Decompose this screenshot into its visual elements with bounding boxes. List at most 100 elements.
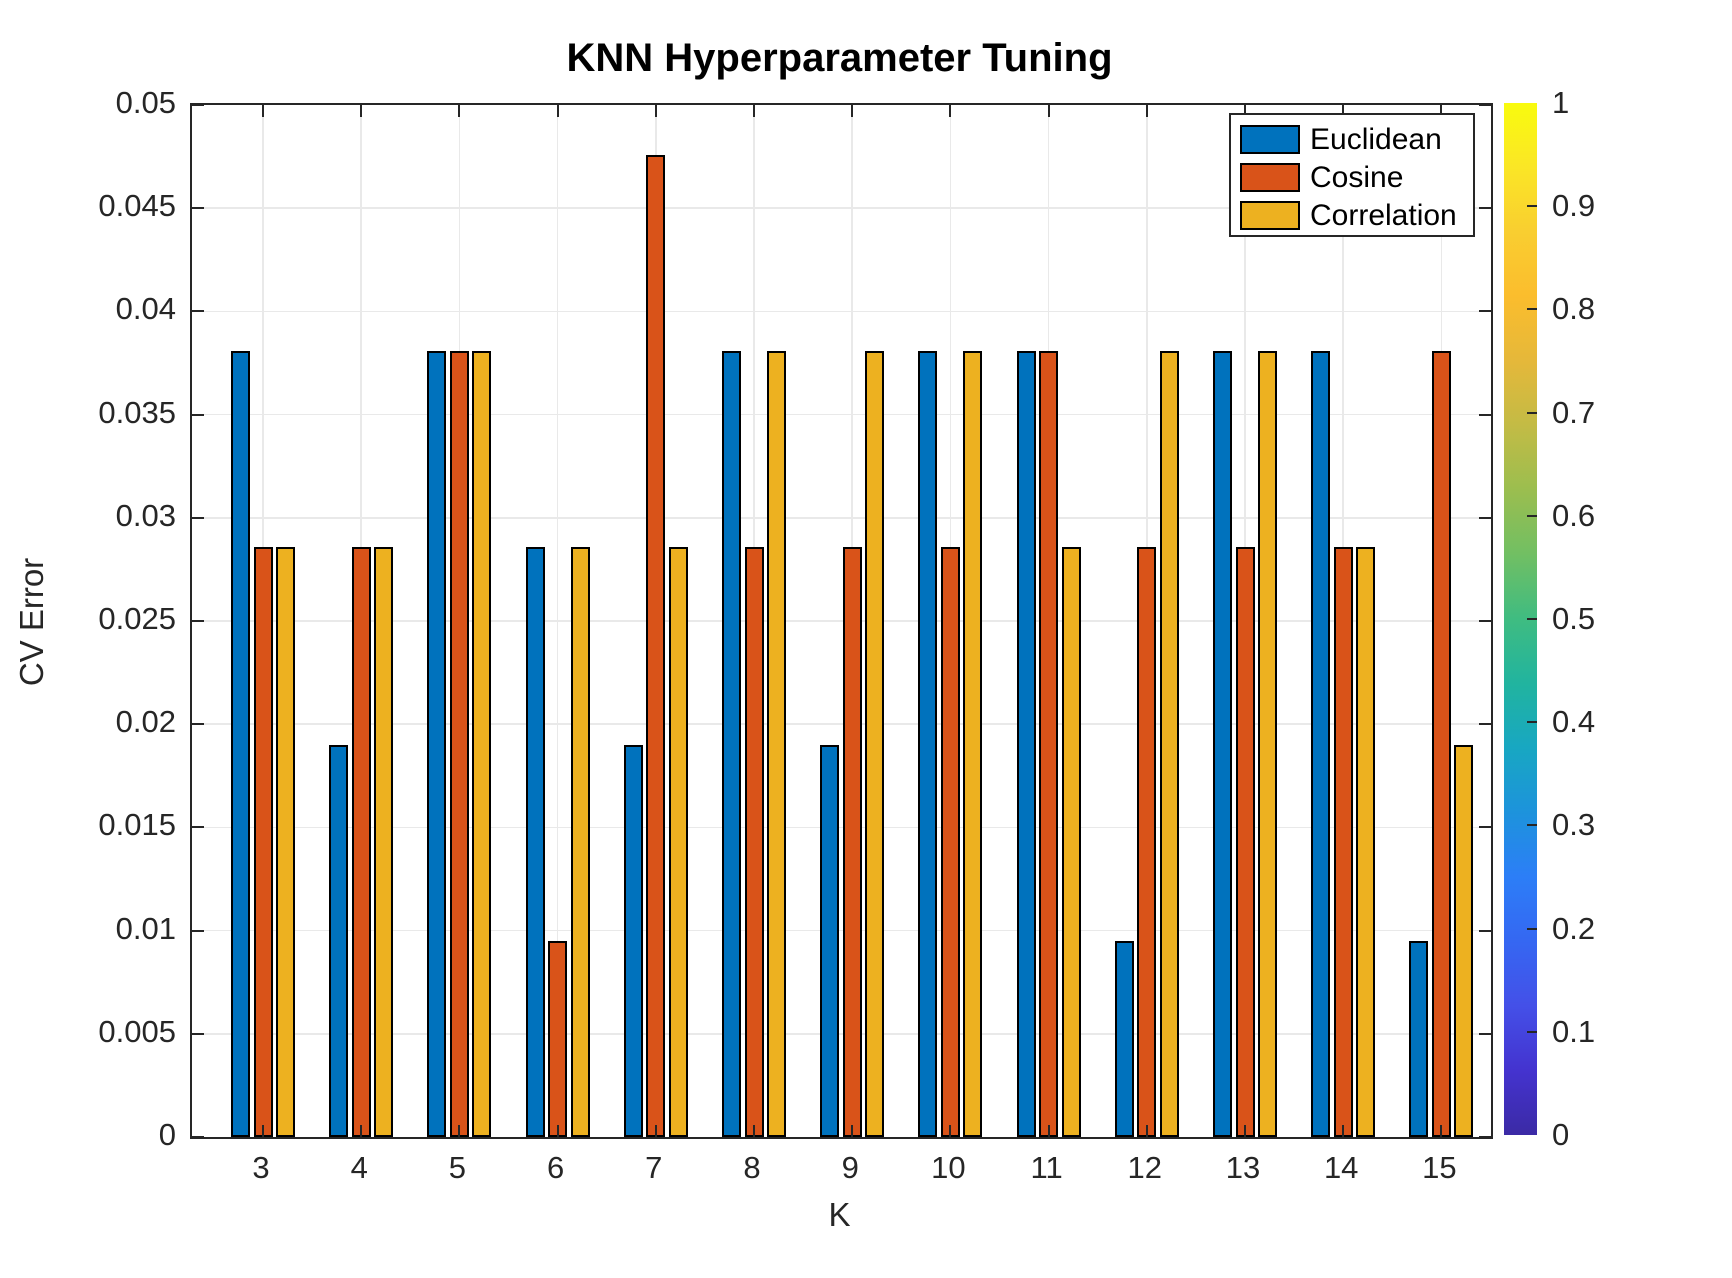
bar-euclidean-k14 [1311, 350, 1331, 1137]
bar-correlation-k9 [865, 350, 885, 1137]
bar-correlation-k6 [570, 546, 590, 1137]
tick-x-bottom [1047, 1125, 1050, 1137]
y-tick-label: 0 [158, 1117, 176, 1152]
tick-x-top [556, 105, 559, 117]
tick-y-right [1479, 413, 1491, 416]
bar-cosine-k8 [744, 546, 764, 1137]
y-tick-label: 0.015 [98, 807, 176, 843]
x-tick-label: 4 [350, 1150, 368, 1185]
colorbar-tick-label: 0.8 [1552, 291, 1596, 327]
tick-y-left [192, 516, 204, 519]
y-tick-label: 0.02 [115, 704, 176, 740]
tick-x-bottom [753, 1125, 755, 1137]
bar-cosine-k3 [253, 546, 273, 1137]
tick-x-top [1440, 105, 1443, 117]
tick-y-left [192, 723, 204, 726]
bar-correlation-k7 [668, 546, 688, 1137]
colorbar-tick [1527, 1030, 1537, 1033]
bar-euclidean-k15 [1409, 940, 1429, 1137]
x-tick-label: 9 [841, 1150, 859, 1185]
tick-x-bottom [360, 1125, 363, 1137]
legend-swatch-correlation [1240, 201, 1300, 230]
bar-euclidean-k4 [329, 744, 349, 1137]
tick-y-right [1479, 620, 1491, 622]
colorbar-tick [1527, 205, 1537, 208]
tick-y-right [1479, 207, 1491, 210]
tick-y-right [1479, 929, 1491, 932]
tick-x-top [1145, 105, 1148, 117]
x-tick-label: 11 [1030, 1150, 1063, 1185]
colorbar-tick-label: 0.3 [1552, 807, 1596, 843]
legend-row-cosine: Cosine [1240, 161, 1466, 194]
tick-y-right [1479, 104, 1491, 106]
tick-y-left [192, 1136, 204, 1138]
tick-y-left [192, 207, 204, 210]
tick-x-top [360, 105, 363, 117]
bar-correlation-k13 [1258, 350, 1277, 1137]
legend-swatch-euclidean [1240, 125, 1300, 154]
tick-y-left [192, 104, 204, 106]
gridline-horizontal [192, 723, 1491, 725]
x-tick-label: 13 [1225, 1150, 1261, 1185]
x-tick-label: 6 [546, 1150, 565, 1185]
bar-cosine-k15 [1431, 350, 1451, 1137]
colorbar-tick-label: 0.6 [1552, 497, 1596, 533]
tick-x-bottom [654, 1125, 657, 1137]
y-tick-label: 0.005 [98, 1013, 176, 1049]
bar-correlation-k15 [1454, 744, 1474, 1137]
bar-cosine-k11 [1039, 350, 1059, 1137]
bar-euclidean-k5 [427, 350, 447, 1137]
tick-x-top [458, 105, 461, 117]
bar-cosine-k6 [548, 940, 568, 1137]
bar-euclidean-k9 [820, 744, 840, 1137]
y-tick-label: 0.05 [115, 85, 176, 120]
tick-y-right [1479, 826, 1491, 829]
bar-cosine-k10 [940, 546, 960, 1137]
bar-euclidean-k13 [1213, 350, 1232, 1137]
bar-correlation-k3 [276, 546, 295, 1137]
colorbar-tick-label: 0.1 [1552, 1013, 1596, 1049]
bar-cosine-k12 [1137, 546, 1157, 1137]
colorbar-tick-label: 0.4 [1552, 704, 1596, 740]
tick-y-left [192, 620, 204, 622]
bar-euclidean-k10 [918, 350, 938, 1137]
tick-x-bottom [949, 1125, 952, 1137]
tick-x-top [654, 105, 657, 117]
colorbar [1504, 103, 1537, 1135]
legend-row-euclidean: Euclidean [1240, 123, 1466, 156]
legend-label-cosine: Cosine [1310, 161, 1404, 194]
legend-swatch-cosine [1240, 163, 1300, 192]
bar-correlation-k10 [963, 350, 983, 1137]
gridline-horizontal [192, 620, 1491, 622]
x-tick-label: 7 [645, 1150, 663, 1185]
x-tick-label: 8 [743, 1150, 761, 1185]
bar-cosine-k9 [842, 546, 862, 1137]
bar-correlation-k4 [374, 546, 394, 1137]
tick-y-right [1479, 516, 1491, 519]
tick-y-left [192, 310, 204, 313]
plot-area [190, 103, 1493, 1139]
x-tick-label: 5 [448, 1150, 467, 1185]
tick-x-top [262, 105, 264, 117]
bar-correlation-k11 [1061, 546, 1081, 1137]
tick-x-bottom [458, 1125, 461, 1137]
x-tick-label: 10 [931, 1150, 966, 1185]
colorbar-tick-label: 0.5 [1552, 601, 1596, 636]
tick-y-right [1479, 723, 1491, 726]
bar-correlation-k5 [472, 350, 492, 1137]
y-tick-label: 0.045 [98, 188, 176, 224]
legend-label-euclidean: Euclidean [1310, 123, 1442, 156]
x-tick-label: 15 [1422, 1150, 1457, 1185]
y-tick-label: 0.01 [115, 910, 176, 946]
y-tick-label: 0.04 [115, 291, 176, 327]
gridline-horizontal [192, 310, 1491, 313]
tick-x-bottom [1440, 1125, 1443, 1137]
chart-title: KNN Hyperparameter Tuning [566, 36, 1113, 80]
colorbar-tick-label: 0.2 [1552, 910, 1596, 946]
tick-x-top [1342, 105, 1345, 117]
tick-x-bottom [556, 1125, 559, 1137]
x-tick-label: 3 [252, 1150, 270, 1185]
bar-correlation-k8 [767, 350, 786, 1137]
colorbar-tick-label: 0.9 [1552, 188, 1596, 224]
